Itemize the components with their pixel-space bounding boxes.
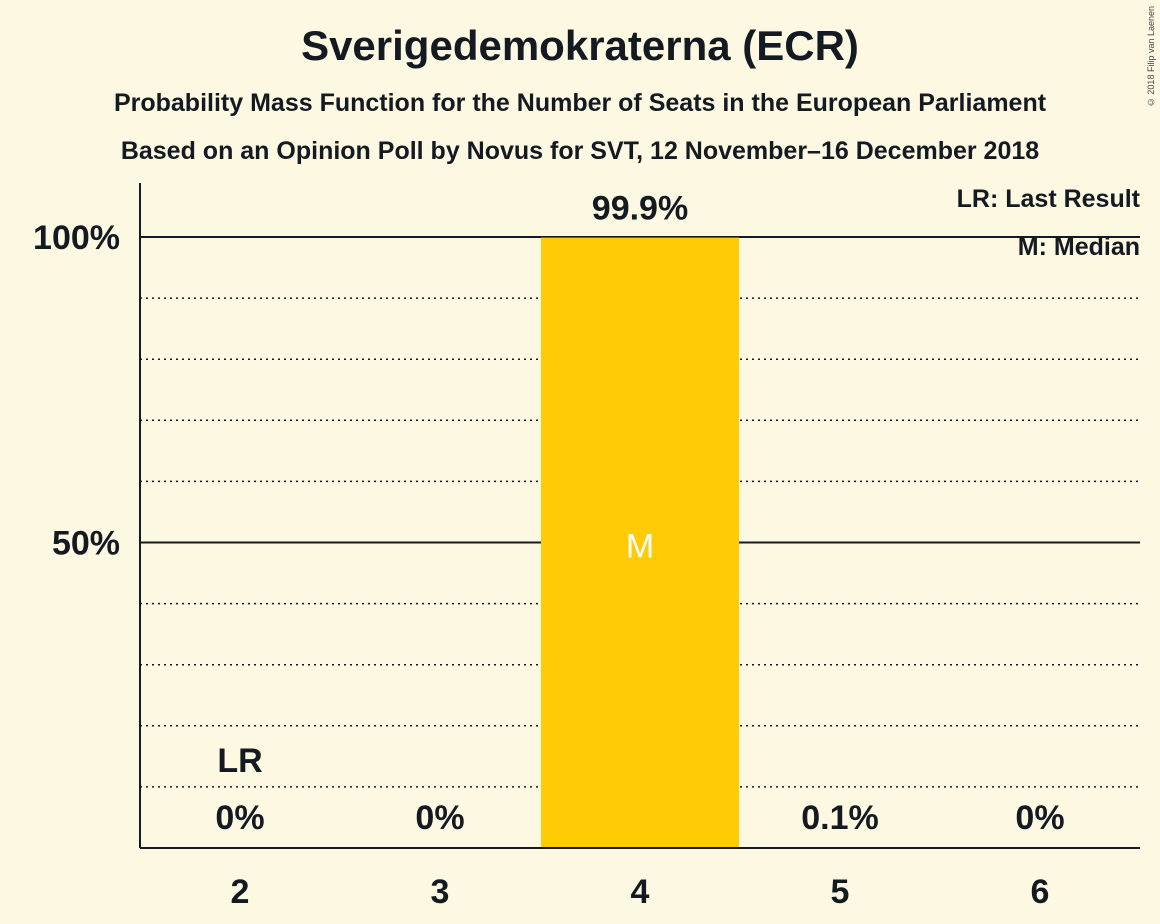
y-tick-label: 100% bbox=[33, 219, 120, 257]
median-marker: M bbox=[626, 528, 654, 566]
chart-title: Sverigedemokraterna (ECR) bbox=[301, 22, 859, 69]
bar bbox=[541, 237, 739, 849]
y-tick-label: 50% bbox=[52, 525, 120, 563]
x-tick-label: 3 bbox=[431, 873, 450, 911]
data-label: 0% bbox=[415, 799, 464, 837]
x-tick-label: 5 bbox=[831, 873, 850, 911]
data-label: 0% bbox=[215, 799, 264, 837]
data-label: 99.9% bbox=[592, 190, 688, 228]
x-tick-label: 6 bbox=[1031, 873, 1050, 911]
x-tick-label: 2 bbox=[231, 873, 250, 911]
data-label: 0% bbox=[1015, 799, 1064, 837]
last-result-marker: LR bbox=[217, 742, 262, 780]
x-tick-label: 4 bbox=[631, 873, 650, 911]
data-label: 0.1% bbox=[801, 799, 879, 837]
chart-source-subtitle: Based on an Opinion Poll by Novus for SV… bbox=[120, 137, 1040, 165]
legend-last-result: LR: Last Result bbox=[956, 185, 1140, 213]
chart-subtitle: Probability Mass Function for the Number… bbox=[113, 89, 1047, 117]
